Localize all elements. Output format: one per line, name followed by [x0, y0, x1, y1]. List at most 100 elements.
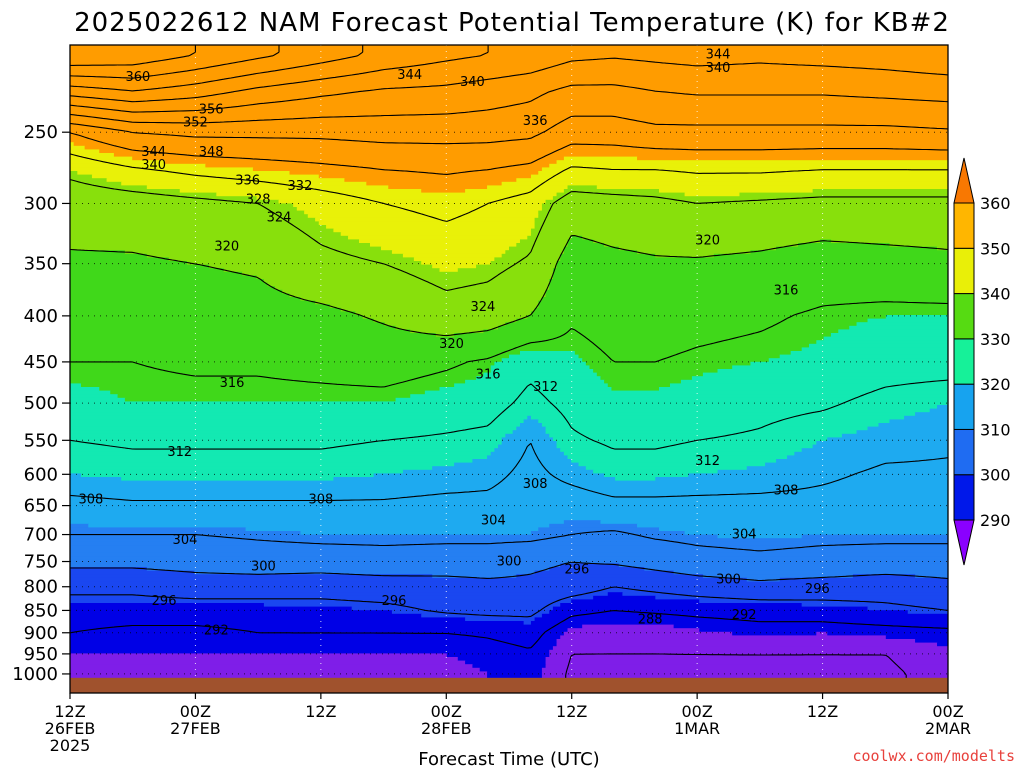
field-cell [549, 649, 948, 654]
field-cell [70, 315, 364, 320]
field-cell [585, 466, 748, 471]
field-cell [830, 239, 948, 244]
field-cell [362, 315, 528, 320]
field-cell [545, 657, 948, 662]
field-cell [70, 649, 550, 654]
contour-300 [70, 561, 948, 582]
x-tick-label: 1MAR [674, 719, 720, 738]
field-cell [801, 603, 948, 608]
field-cell [552, 646, 948, 651]
field-cell [124, 397, 397, 402]
field-cell [70, 642, 558, 647]
field-cell [70, 160, 166, 165]
field-cell [70, 509, 948, 514]
y-tick-label: 550 [24, 430, 58, 451]
field-cell [545, 664, 948, 669]
contour-label: 300 [251, 560, 276, 575]
field-cell [70, 113, 948, 118]
field-cell [505, 322, 858, 327]
field-cell [556, 639, 916, 644]
field-cell [750, 250, 948, 255]
field-cell [841, 433, 948, 438]
y-tick-label: 1000 [12, 664, 58, 685]
contour-304 [70, 530, 948, 552]
field-cell [121, 181, 367, 186]
field-cell [70, 336, 825, 341]
field-cell [70, 552, 948, 557]
field-cell [70, 613, 422, 618]
field-cell [545, 289, 948, 294]
y-tick-label: 450 [24, 352, 58, 373]
field-cell [194, 570, 536, 575]
contour-label: 360 [126, 70, 151, 85]
field-cell [593, 595, 656, 600]
field-cell [611, 387, 660, 392]
field-cell [582, 624, 675, 629]
field-cell [589, 365, 733, 370]
field-cell [70, 556, 948, 561]
field-cell [571, 235, 583, 240]
field-cell [70, 664, 474, 669]
field-cell [70, 534, 719, 539]
field-cell [688, 473, 948, 478]
field-cell [70, 221, 320, 226]
field-cell [644, 567, 948, 572]
field-cell [465, 617, 536, 622]
contour-label: 296 [152, 594, 177, 609]
field-cell [70, 361, 495, 366]
field-cell [70, 311, 356, 316]
field-cell [465, 379, 605, 384]
field-cell [70, 318, 375, 323]
field-cell [541, 613, 948, 618]
colorbar-label: 360 [980, 194, 1011, 213]
field-cell [552, 268, 948, 273]
field-cell [395, 325, 499, 330]
field-cell [637, 250, 752, 255]
field-cell [563, 631, 733, 636]
field-cell [658, 527, 948, 532]
field-cell [505, 250, 565, 255]
field-cell [937, 642, 948, 647]
field-cell [538, 210, 948, 215]
field-cell [483, 372, 598, 377]
contour-288 [565, 653, 907, 693]
credit-text: coolwx.com/modelts [852, 747, 1015, 765]
field-cell [538, 214, 948, 219]
field-cell [798, 243, 891, 248]
field-cell [391, 250, 506, 255]
field-cell [70, 333, 437, 338]
field-cell [655, 595, 948, 600]
field-cell [552, 196, 948, 201]
field-cell [366, 181, 503, 186]
field-cell [70, 675, 488, 680]
field-cell [70, 106, 948, 111]
field-cell [70, 109, 948, 114]
field-cell [530, 531, 686, 536]
field-cell [567, 185, 598, 190]
field-cell [563, 451, 795, 456]
field-cell [530, 174, 948, 179]
field-cell [691, 376, 948, 381]
field-cell [70, 459, 474, 464]
field-cell [110, 390, 426, 395]
field-cell [70, 354, 510, 359]
field-cell [70, 423, 521, 428]
field-cell [70, 599, 572, 604]
field-cell [70, 297, 302, 302]
field-cell [421, 261, 492, 266]
field-cell [146, 185, 389, 190]
field-cell [70, 189, 181, 194]
field-cell [432, 264, 477, 269]
field-cell [70, 549, 948, 554]
field-cell [519, 239, 569, 244]
field-cell [70, 387, 100, 392]
field-cell [563, 189, 660, 194]
colorbar-label: 330 [980, 330, 1011, 349]
field-cell [593, 239, 821, 244]
field-cell [70, 592, 609, 597]
field-cell [410, 329, 484, 334]
field-cell [348, 235, 528, 240]
field-cell [637, 523, 948, 528]
field-cell [70, 505, 948, 510]
field-cell [256, 196, 554, 201]
